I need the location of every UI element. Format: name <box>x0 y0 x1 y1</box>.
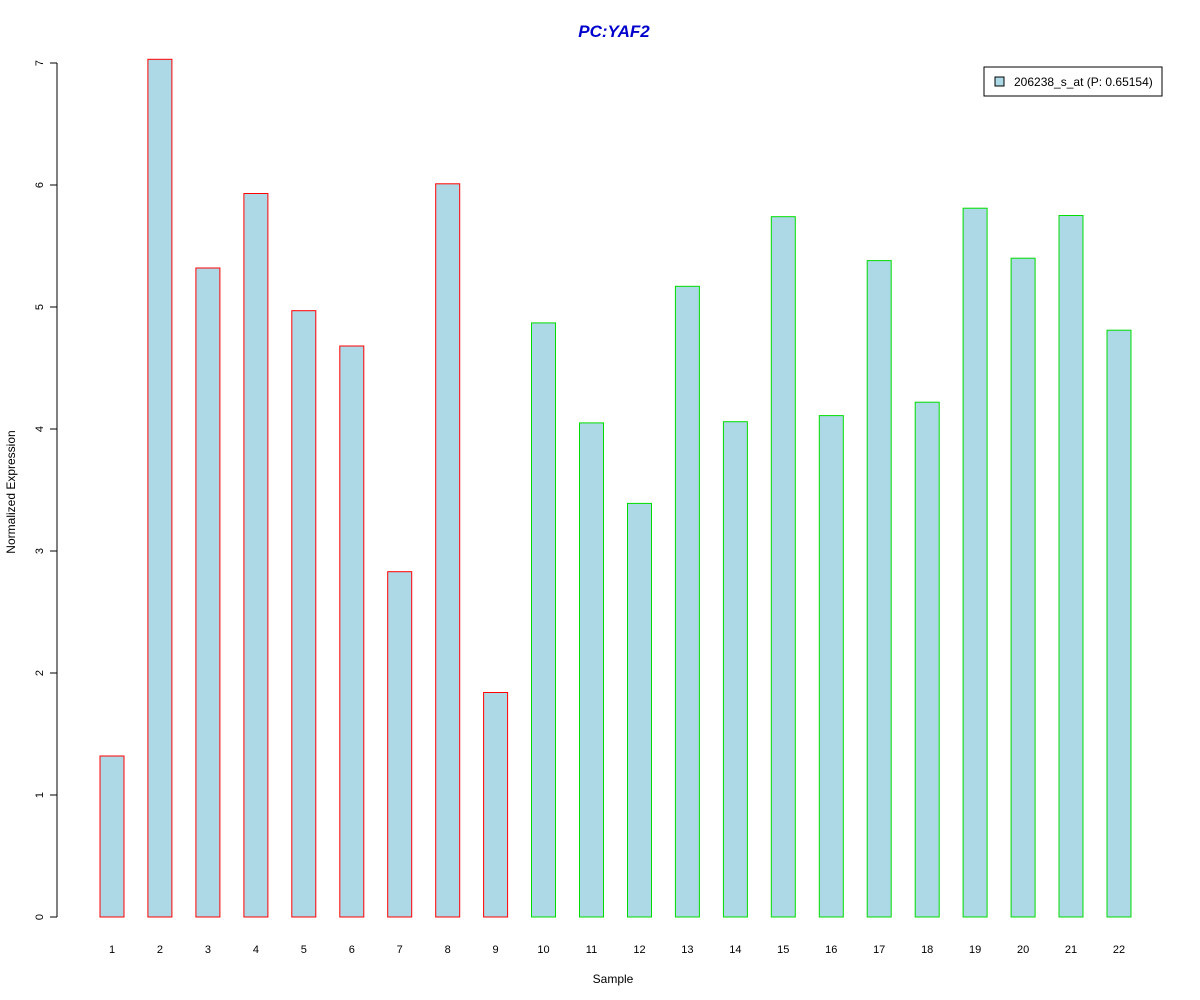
bar-sample-16 <box>818 415 844 918</box>
bar-sample-19 <box>962 207 988 918</box>
y-tick-label: 3 <box>34 548 46 554</box>
bar-sample-17 <box>866 260 892 918</box>
legend: 206238_s_at (P: 0.65154) <box>983 66 1163 97</box>
x-tick-label: 9 <box>493 944 499 956</box>
bars-group <box>99 58 1132 918</box>
y-tick-label: 6 <box>34 182 46 188</box>
bar-sample-10 <box>531 322 556 918</box>
x-tick-label: 20 <box>1017 944 1029 956</box>
bar-sample-1 <box>99 755 125 918</box>
x-tick-label: 19 <box>969 944 981 956</box>
y-tick-label: 5 <box>34 304 46 310</box>
x-tick-label: 10 <box>537 944 549 956</box>
legend-swatch <box>994 76 1005 87</box>
y-tick-label: 1 <box>34 792 46 798</box>
bar-sample-22 <box>1106 329 1132 918</box>
bar-sample-21 <box>1058 215 1084 918</box>
x-tick-label: 8 <box>445 944 451 956</box>
bar-sample-7 <box>387 571 413 918</box>
x-tick-label: 5 <box>301 944 307 956</box>
x-tick-label: 4 <box>253 944 259 956</box>
x-tick-label: 17 <box>873 944 885 956</box>
x-axis-label: Sample <box>593 972 634 986</box>
y-tick-label: 2 <box>34 670 46 676</box>
x-tick-label: 7 <box>397 944 403 956</box>
bar-sample-8 <box>435 183 461 918</box>
x-tick-label: 1 <box>109 944 115 956</box>
bar-sample-14 <box>722 421 748 918</box>
x-tick-label: 16 <box>825 944 837 956</box>
legend-entry-label: 206238_s_at (P: 0.65154) <box>1014 75 1153 89</box>
y-axis: 0 1 2 3 4 5 6 7 <box>34 60 58 920</box>
x-tick-label: 13 <box>681 944 693 956</box>
bar-sample-5 <box>291 310 317 918</box>
bar-sample-13 <box>674 285 700 918</box>
x-tick-label: 2 <box>157 944 163 956</box>
bar-sample-4 <box>243 193 269 918</box>
bar-sample-20 <box>1010 257 1036 918</box>
y-tick-label: 4 <box>34 426 46 432</box>
bar-sample-15 <box>770 216 796 918</box>
y-tick-label: 7 <box>34 60 46 66</box>
bar-sample-11 <box>579 422 604 918</box>
bar-sample-12 <box>627 502 652 918</box>
x-tick-label: 21 <box>1065 944 1077 956</box>
x-tick-label: 15 <box>777 944 789 956</box>
bar-sample-3 <box>195 267 221 918</box>
chart-title: PC:YAF2 <box>578 22 650 41</box>
bar-sample-9 <box>483 692 509 918</box>
x-tick-label: 18 <box>921 944 933 956</box>
y-axis-label: Normalized Expression <box>4 430 18 553</box>
x-tick-label: 22 <box>1113 944 1125 956</box>
x-tick-labels: 1 2 3 4 5 6 7 8 9 10 11 12 13 14 15 16 17 18 19 20 21 22 <box>109 944 1125 956</box>
bar-sample-6 <box>339 345 365 918</box>
legend-box <box>983 66 1163 97</box>
bar-sample-2 <box>147 58 173 918</box>
x-tick-label: 6 <box>349 944 355 956</box>
x-tick-label: 12 <box>633 944 645 956</box>
y-tick-label: 0 <box>34 914 46 920</box>
x-tick-label: 14 <box>729 944 741 956</box>
bar-sample-18 <box>914 401 940 918</box>
x-tick-label: 11 <box>586 944 597 956</box>
x-tick-label: 3 <box>205 944 211 956</box>
